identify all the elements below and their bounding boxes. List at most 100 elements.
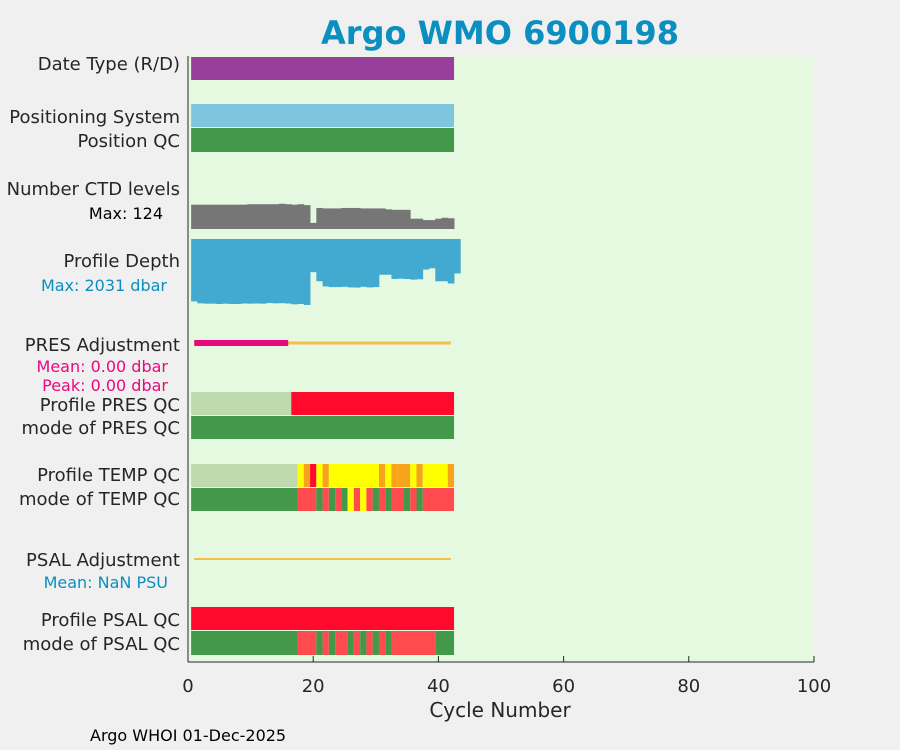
profile-depth-bar: [391, 239, 399, 279]
mode_psal_qc-segment-1: [297, 631, 317, 655]
label-profile-temp-qc: Profile TEMP QC: [37, 465, 180, 486]
mode_temp_qc-segment-3: [322, 488, 329, 511]
ctd-level-bar: [291, 204, 298, 229]
positioning-system-bar: [191, 104, 455, 127]
ctd-level-bar: [347, 207, 355, 229]
ctd-level-bar: [385, 209, 392, 229]
ctd-level-bar: [366, 208, 374, 229]
label-positioning-system: Positioning System: [9, 107, 180, 128]
profile-depth-bar: [397, 239, 405, 279]
profile-depth-bar: [234, 239, 242, 304]
mode_psal_qc-segment-9: [366, 631, 373, 655]
ctd-level-bar: [422, 220, 430, 229]
ctd-level-bar: [285, 204, 292, 229]
profile-depth-bar: [272, 239, 280, 304]
ctd-level-bar: [253, 204, 261, 229]
label-date-type: Date Type (R/D): [38, 54, 180, 75]
label-mode-temp-qc: mode of TEMP QC: [19, 489, 180, 510]
mode_psal_qc-segment-14: [435, 631, 455, 655]
ctd-level-bar: [441, 217, 449, 229]
profile_temp_qc-segment-1: [297, 464, 304, 487]
ctd-level-bar: [397, 209, 405, 229]
profile-depth-bar: [241, 239, 248, 304]
x-tick-label: 80: [677, 676, 700, 697]
label-ctd-max: Max: 124: [89, 204, 163, 223]
row-labels: Date Type (R/D) Positioning System Positio…: [7, 54, 180, 655]
mode_temp_qc-segment-5: [335, 488, 342, 511]
profile-depth-bar: [328, 239, 336, 288]
profile-depth-bar: [259, 239, 267, 304]
profile_psal_qc-segment-0: [191, 607, 455, 630]
ctd-level-bar: [372, 208, 380, 229]
label-pres-mean: Mean: 0.00 dbar: [37, 357, 169, 376]
ctd-level-bar: [209, 204, 217, 229]
ctd-level-bar: [447, 218, 455, 229]
ctd-level-bar: [191, 204, 198, 229]
profile-depth-bar: [447, 239, 455, 284]
profile-depth-bar: [366, 239, 374, 288]
profile-depth-bar: [454, 239, 461, 274]
label-profile-pres-qc: Profile PRES QC: [40, 395, 180, 416]
profile-depth-bar: [222, 239, 230, 304]
x-tick-label: 100: [797, 676, 831, 697]
ctd-level-bar: [310, 222, 317, 229]
mode_temp_qc-segment-7: [347, 488, 354, 511]
label-mode-pres-qc: mode of PRES QC: [22, 418, 180, 439]
ctd-level-bar: [335, 208, 342, 229]
ctd-level-bar: [247, 204, 255, 229]
profile-depth-bar: [360, 239, 367, 287]
profile-depth-bar: [291, 239, 298, 305]
mode_psal_qc-segment-3: [322, 631, 329, 655]
profile_temp_qc-segment-7: [378, 464, 386, 487]
x-tick-label: 60: [552, 676, 575, 697]
ctd-level-bar: [222, 204, 230, 229]
mode_temp_qc-segment-17: [416, 488, 423, 511]
profile_pres_qc-segment-0: [191, 392, 292, 415]
profile_temp_qc-segment-12: [416, 464, 423, 487]
ctd-level-bar: [266, 204, 273, 229]
profile_temp_qc-segment-13: [422, 464, 448, 487]
profile-depth-bar: [441, 239, 449, 282]
footer-credit: Argo WHOI 01-Dec-2025: [90, 726, 286, 745]
profile-depth-bar: [203, 239, 211, 304]
chart-title: Argo WMO 6900198: [321, 14, 679, 52]
profile-depth-bar: [303, 239, 311, 305]
ctd-level-bar: [410, 218, 417, 229]
profile_temp_qc-segment-3: [310, 464, 317, 487]
mode_temp_qc-segment-1: [297, 488, 317, 511]
ctd-level-bar: [322, 208, 330, 229]
ctd-level-bar: [341, 207, 349, 229]
mode_psal_qc-segment-12: [385, 631, 392, 655]
x-tick-label: 0: [182, 676, 193, 697]
profile-depth-bar: [247, 239, 255, 304]
ctd-level-bar: [391, 209, 399, 229]
profile-depth-bar: [347, 239, 355, 288]
profile-depth-bar: [403, 239, 411, 279]
mode_psal_qc-segment-10: [372, 631, 379, 655]
plot-area: [188, 56, 814, 662]
x-tick-label: 40: [427, 676, 450, 697]
ctd-level-bar: [234, 204, 242, 229]
x-tick-label: 20: [302, 676, 325, 697]
profile-depth-bar: [429, 239, 436, 269]
mode_temp_qc-segment-14: [391, 488, 404, 511]
profile-depth-bar: [372, 239, 380, 288]
profile-depth-bar: [385, 239, 392, 275]
profile-depth-bar: [278, 239, 286, 304]
profile_temp_qc-segment-9: [391, 464, 398, 487]
mode_temp_qc-segment-6: [341, 488, 348, 511]
mode_temp_qc-segment-10: [366, 488, 373, 511]
profile-depth-bar: [353, 239, 361, 288]
mode_psal_qc-segment-6: [347, 631, 354, 655]
x-axis: 0 20 40 60 80 100: [182, 56, 831, 697]
profile-depth-bar: [341, 239, 349, 287]
label-ctd-levels: Number CTD levels: [7, 179, 180, 200]
ctd-level-bar: [429, 220, 436, 229]
profile_temp_qc-segment-14: [447, 464, 455, 487]
ctd-level-bar: [228, 204, 236, 229]
mode_temp_qc-segment-9: [360, 488, 367, 511]
ctd-level-bar: [197, 204, 205, 229]
label-psal-adjustment: PSAL Adjustment: [26, 550, 180, 571]
label-position-qc: Position QC: [77, 131, 180, 152]
